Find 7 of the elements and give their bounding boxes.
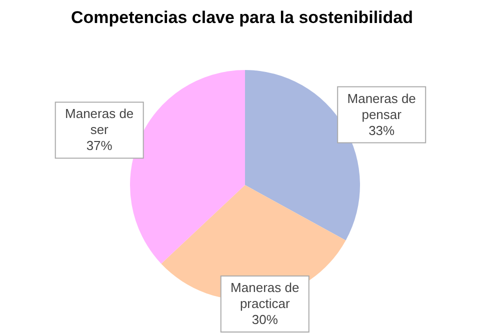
data-label: 30% [252,312,278,327]
chart-title: Competencias clave para la sostenibilidad [70,8,414,28]
slice-label: Maneras de ser [65,106,134,138]
data-label: 33% [368,122,396,138]
data-label: 37% [86,138,113,154]
slice-label: Maneras de practicar [230,280,300,311]
slice-label: Maneras de pensar [347,90,416,122]
